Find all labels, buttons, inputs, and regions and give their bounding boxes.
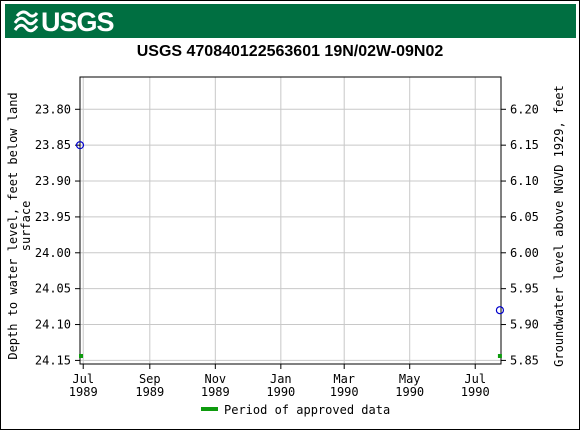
legend-swatch-approved	[201, 407, 218, 411]
x-tick-label-month: Jul	[464, 372, 486, 386]
y-left-ticks: 23.80 23.85 23.90 23.95 24.00 24.05 24.10 24.15	[35, 102, 80, 367]
x-tick-label-month: Nov	[204, 372, 226, 386]
usgs-logo-text: USGS	[41, 7, 115, 37]
y-axis-left-label-line2: surface	[19, 201, 33, 252]
plot-area	[79, 76, 502, 365]
y-left-tick-label: 24.05	[35, 282, 71, 296]
y-right-tick-label: 5.95	[510, 282, 539, 296]
x-tick-label-year: 1989	[135, 385, 164, 399]
legend-label: Period of approved data	[224, 403, 390, 417]
usgs-banner: USGS	[5, 4, 576, 38]
y-right-tick-label: 6.00	[510, 246, 539, 260]
approved-period-mark	[497, 354, 502, 358]
y-right-tick-label: 5.85	[510, 353, 539, 367]
y-right-tick-label: 6.15	[510, 138, 539, 152]
x-tick-label-month: Jul	[72, 372, 94, 386]
x-tick-label-year: 1989	[201, 385, 230, 399]
y-left-tick-label: 23.90	[35, 174, 71, 188]
usgs-wave-icon	[13, 10, 39, 33]
usgs-logo[interactable]: USGS	[13, 7, 115, 37]
y-right-tick-label: 6.05	[510, 210, 539, 224]
y-left-tick-label: 23.85	[35, 138, 71, 152]
x-tick-label-month: Jan	[270, 372, 292, 386]
y-left-tick-label: 23.80	[35, 102, 71, 116]
x-tick-label-month: Sep	[139, 372, 161, 386]
y-right-tick-label: 5.90	[510, 318, 539, 332]
y-right-tick-label: 6.20	[510, 102, 539, 116]
x-tick-label-year: 1990	[461, 385, 490, 399]
x-tick-label-year: 1990	[266, 385, 295, 399]
data-point[interactable]	[75, 141, 85, 150]
y-left-tick-label: 23.95	[35, 210, 71, 224]
grid-lines	[80, 77, 501, 364]
y-axis-left-label-line1: Depth to water level, feet below land	[6, 92, 20, 359]
approved-period-mark	[79, 354, 83, 358]
x-tick-label-year: 1990	[330, 385, 359, 399]
x-tick-label-year: 1990	[395, 385, 424, 399]
chart-title: USGS 470840122563601 19N/02W-09N02	[136, 43, 444, 60]
y-left-tick-label: 24.10	[35, 318, 71, 332]
x-tick-label-month: Mar	[333, 372, 355, 386]
legend: Period of approved data	[201, 403, 390, 417]
x-ticks: Jul1989Sep1989Nov1989Jan1990Mar1990May19…	[69, 364, 490, 399]
x-tick-label-month: May	[399, 372, 421, 386]
y-left-tick-label: 24.15	[35, 353, 71, 367]
y-left-tick-label: 24.00	[35, 246, 71, 260]
x-tick-label-year: 1989	[69, 385, 98, 399]
data-point[interactable]	[495, 306, 505, 315]
y-right-tick-label: 6.10	[510, 174, 539, 188]
data-marks	[75, 141, 505, 358]
y-right-ticks: 6.20 6.15 6.10 6.05 6.00 5.95 5.90 5.85	[501, 102, 539, 367]
y-axis-right-label: Groundwater level above NGVD 1929, feet	[552, 85, 566, 367]
